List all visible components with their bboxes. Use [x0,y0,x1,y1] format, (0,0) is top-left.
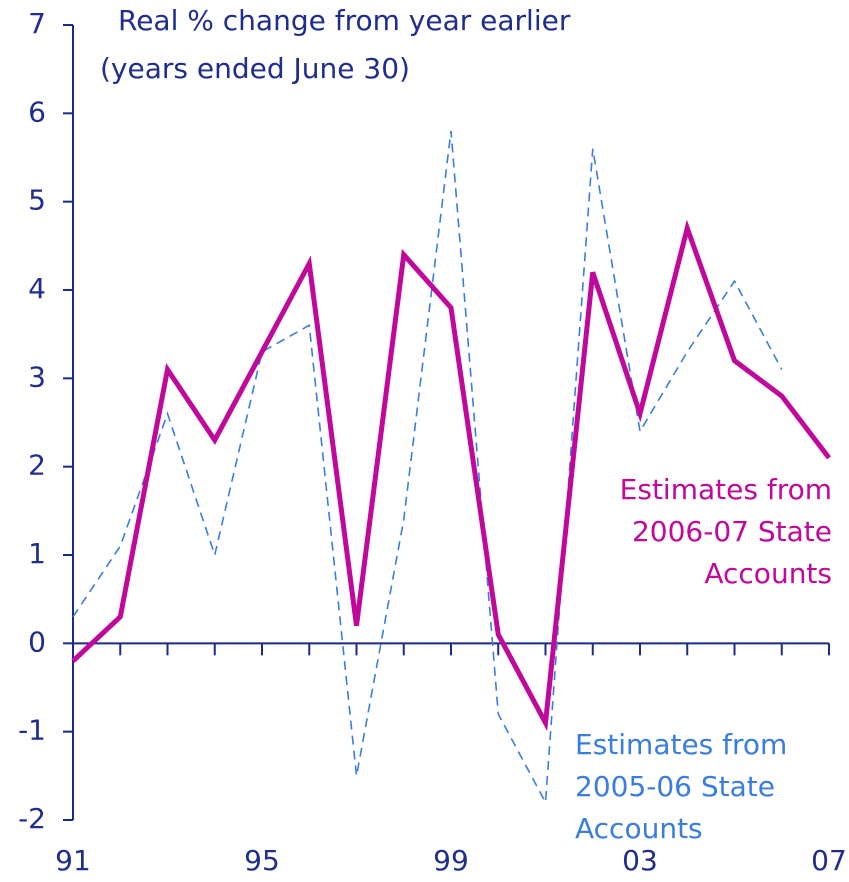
y-tick-label: 1 [28,537,46,570]
x-tick-label: 03 [622,844,658,877]
y-tick-label: 7 [28,7,46,40]
x-tick-label: 91 [55,844,91,877]
y-tick-label: 6 [28,95,46,128]
x-tick-label: 95 [244,844,280,877]
x-tick-label: 07 [811,844,847,877]
series-line [72,130,783,806]
series-label: Estimates from 2006-07 State Accounts [619,473,832,590]
y-tick-label: 2 [28,449,46,482]
y-tick-label: 0 [28,625,46,658]
series-line [71,219,831,732]
y-tick-label: 3 [28,360,46,393]
y-tick-label: -2 [18,802,46,835]
y-tick-label: -1 [18,714,46,747]
chart-subtitle: (years ended June 30) [100,52,410,85]
series-label: Estimates from 2005-06 State Accounts [575,728,788,845]
x-tick-label: 99 [433,844,469,877]
chart-title: Real % change from year earlier [118,4,571,37]
y-tick-label: 5 [28,184,46,217]
y-tick-label: 4 [28,272,46,305]
